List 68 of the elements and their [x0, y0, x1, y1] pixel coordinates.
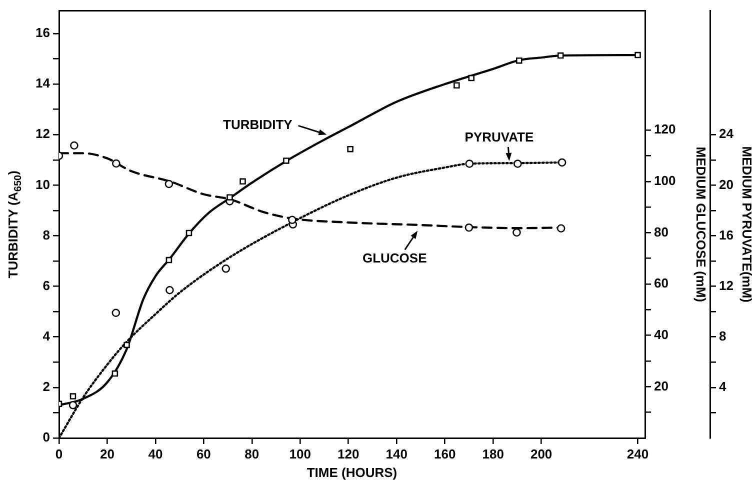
y3-tick-label: 20: [719, 176, 734, 192]
y-tick-label: 6: [42, 278, 50, 293]
y3-tick-label: 16: [719, 227, 734, 242]
y-tick-label: 12: [36, 126, 50, 142]
x-tick-label: 80: [244, 446, 260, 462]
x-tick-label: 120: [338, 446, 360, 462]
point: [70, 141, 78, 150]
point: [112, 308, 120, 318]
y3-axis-title: MEDIUM PYRUVATE(mM): [740, 146, 755, 303]
y2-tick-label: 100: [654, 173, 676, 188]
point: [166, 256, 172, 264]
point: [186, 230, 192, 236]
x-axis-title: TIME (HOURS): [306, 464, 398, 480]
y2-axis-title: MEDIUM GLUCOSE (mM): [694, 146, 709, 302]
point: [164, 180, 174, 188]
y-tick-label: 14: [36, 76, 51, 91]
y-tick-label: 16: [36, 25, 50, 40]
point: [516, 57, 522, 64]
point: [112, 370, 118, 377]
y-tick-label: 4: [42, 328, 51, 344]
x-tick-label: 240: [626, 446, 649, 462]
y-tick-label: 2: [42, 379, 50, 394]
x-tick-label: 60: [196, 446, 211, 462]
point: [465, 160, 474, 168]
point: [112, 159, 120, 168]
point: [70, 393, 76, 400]
x-tick-label: 160: [434, 446, 456, 462]
point: [464, 223, 474, 232]
point: [166, 286, 174, 294]
y-tick-label: 10: [36, 176, 50, 192]
x-tick-label: 20: [100, 446, 114, 462]
point: [124, 342, 130, 348]
point: [556, 224, 566, 233]
annotation: PYRUVATE: [464, 130, 534, 145]
point: [557, 52, 564, 59]
point: [347, 146, 354, 152]
point: [634, 52, 641, 58]
y2-tick-label: 20: [654, 378, 668, 394]
x-tick-label: 200: [530, 446, 552, 462]
y3-tick-label: 4: [719, 379, 727, 394]
y-tick-label: 0: [42, 430, 50, 445]
x-tick-label: 140: [386, 446, 408, 462]
point: [454, 82, 460, 88]
y3-tick-label: 8: [719, 328, 726, 344]
point: [512, 228, 521, 237]
x-tick-label: 180: [482, 446, 504, 462]
y2-tick-label: 40: [654, 326, 668, 342]
point: [468, 74, 474, 82]
y-tick-label: 8: [42, 227, 50, 242]
point: [240, 178, 246, 185]
y2-tick-label: 60: [654, 276, 668, 291]
point: [514, 160, 522, 168]
x-tick-label: 40: [148, 446, 163, 462]
point: [558, 158, 566, 167]
point: [68, 400, 78, 410]
point: [283, 158, 290, 164]
y3-tick-label: 12: [719, 278, 734, 293]
y2-tick-label: 80: [654, 224, 668, 240]
annotation: GLUCOSE: [362, 250, 428, 266]
annotation: TURBIDITY: [223, 117, 293, 132]
x-tick-label: 100: [289, 446, 312, 462]
point: [288, 216, 296, 224]
y-axis-title: TURBIDITY (A650): [6, 170, 24, 278]
point: [226, 194, 233, 200]
y3-tick-label: 24: [719, 126, 734, 142]
y2-tick-label: 120: [654, 122, 676, 137]
point: [222, 264, 230, 273]
x-tick-label: 0: [55, 446, 63, 462]
